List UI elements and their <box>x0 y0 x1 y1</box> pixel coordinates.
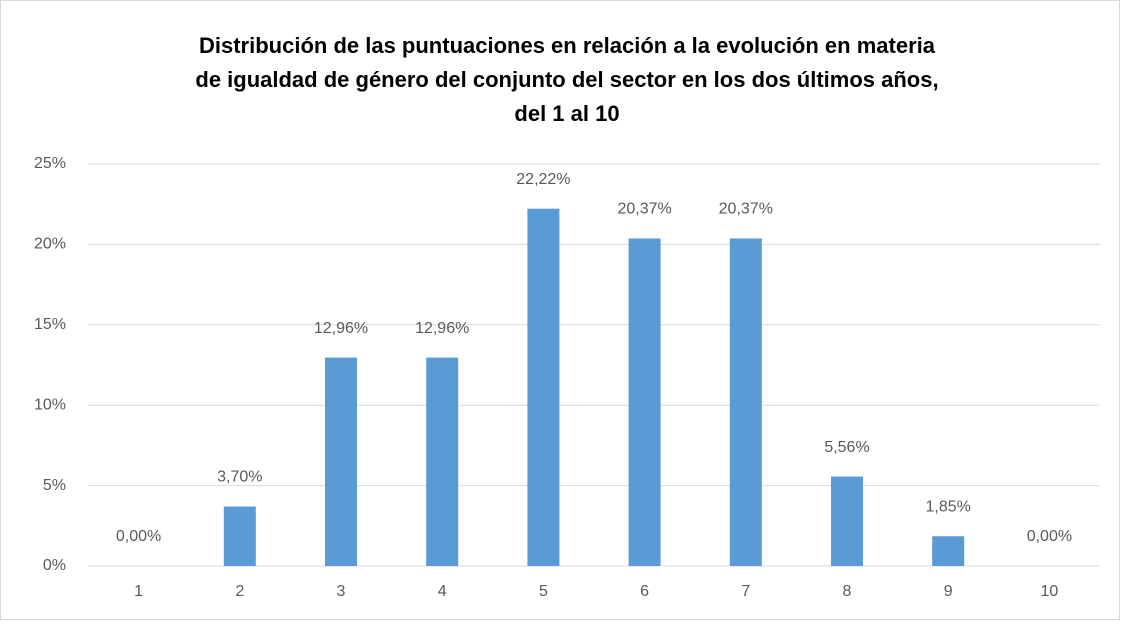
y-tick-label: 0% <box>43 557 66 574</box>
chart-title: Distribución de las puntuaciones en rela… <box>199 33 936 58</box>
y-tick-label: 5% <box>43 477 66 494</box>
bar <box>831 476 863 566</box>
bar <box>628 238 661 567</box>
chart-title: de igualdad de género del conjunto del s… <box>195 67 938 92</box>
y-tick-label: 20% <box>34 236 66 253</box>
bar <box>325 357 357 566</box>
x-tick-label: 5 <box>539 583 548 600</box>
data-label: 12,96% <box>415 320 469 337</box>
data-label: 0,00% <box>1027 528 1072 545</box>
x-tick-label: 3 <box>337 583 346 600</box>
y-tick-label: 15% <box>34 316 66 333</box>
data-label: 22,22% <box>516 171 570 188</box>
y-tick-label: 25% <box>34 155 66 172</box>
x-tick-label: 6 <box>640 583 649 600</box>
x-tick-label: 4 <box>438 583 447 600</box>
x-tick-label: 10 <box>1041 583 1059 600</box>
chart-title: del 1 al 10 <box>514 101 619 126</box>
x-tick-label: 7 <box>741 583 750 600</box>
x-tick-label: 9 <box>944 583 953 600</box>
x-tick-label: 2 <box>235 583 244 600</box>
data-label: 0,00% <box>116 528 161 545</box>
bar <box>426 357 459 566</box>
bar <box>729 238 762 567</box>
y-tick-label: 10% <box>34 396 66 413</box>
bar <box>527 208 560 566</box>
x-tick-label: 1 <box>134 583 143 600</box>
x-tick-label: 8 <box>843 583 852 600</box>
data-label: 20,37% <box>617 201 671 218</box>
data-label: 20,37% <box>719 201 773 218</box>
data-label: 12,96% <box>314 320 368 337</box>
bar <box>223 506 256 566</box>
data-label: 5,56% <box>824 439 869 456</box>
data-label: 1,85% <box>926 498 971 515</box>
bar <box>932 536 965 566</box>
data-label: 3,70% <box>217 469 262 486</box>
